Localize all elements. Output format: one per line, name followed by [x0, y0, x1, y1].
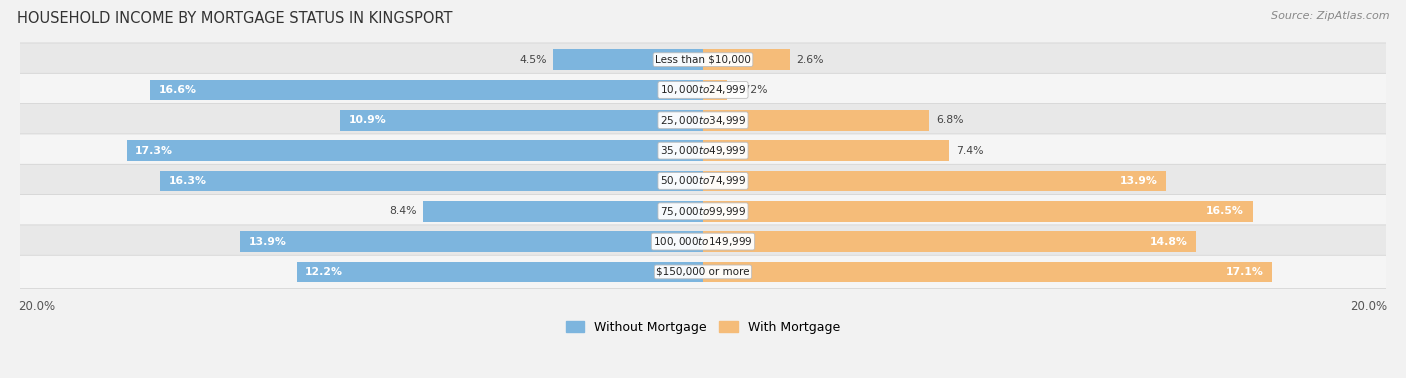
Bar	[703, 231, 1197, 252]
Legend: Without Mortgage, With Mortgage: Without Mortgage, With Mortgage	[561, 316, 845, 339]
FancyBboxPatch shape	[18, 43, 1388, 76]
FancyBboxPatch shape	[18, 255, 1388, 288]
Text: $150,000 or more: $150,000 or more	[657, 267, 749, 277]
FancyBboxPatch shape	[18, 195, 1388, 228]
Text: $35,000 to $49,999: $35,000 to $49,999	[659, 144, 747, 157]
Bar	[297, 262, 703, 282]
Text: 13.9%: 13.9%	[249, 237, 287, 246]
Text: 16.3%: 16.3%	[169, 176, 207, 186]
Text: 17.1%: 17.1%	[1226, 267, 1264, 277]
FancyBboxPatch shape	[18, 104, 1388, 137]
Text: 2.6%: 2.6%	[796, 55, 824, 65]
Text: $75,000 to $99,999: $75,000 to $99,999	[659, 205, 747, 218]
FancyBboxPatch shape	[18, 164, 1388, 198]
Bar	[127, 140, 703, 161]
Text: 16.6%: 16.6%	[159, 85, 197, 95]
Bar	[703, 50, 790, 70]
Text: 12.2%: 12.2%	[305, 267, 343, 277]
Bar	[240, 231, 703, 252]
Text: $25,000 to $34,999: $25,000 to $34,999	[659, 114, 747, 127]
Bar	[703, 140, 949, 161]
FancyBboxPatch shape	[18, 134, 1388, 167]
Text: 4.5%: 4.5%	[519, 55, 547, 65]
Bar	[160, 170, 703, 191]
Text: 17.3%: 17.3%	[135, 146, 173, 156]
Text: Less than $10,000: Less than $10,000	[655, 55, 751, 65]
Text: HOUSEHOLD INCOME BY MORTGAGE STATUS IN KINGSPORT: HOUSEHOLD INCOME BY MORTGAGE STATUS IN K…	[17, 11, 453, 26]
FancyBboxPatch shape	[18, 225, 1388, 258]
Text: 8.4%: 8.4%	[389, 206, 416, 216]
Bar	[703, 110, 929, 131]
Text: $100,000 to $149,999: $100,000 to $149,999	[654, 235, 752, 248]
Bar	[703, 262, 1272, 282]
Text: $10,000 to $24,999: $10,000 to $24,999	[659, 84, 747, 96]
Bar	[703, 80, 727, 100]
Bar	[553, 50, 703, 70]
Text: 6.8%: 6.8%	[936, 115, 963, 125]
Text: 0.72%: 0.72%	[734, 85, 768, 95]
Bar	[150, 80, 703, 100]
Text: 10.9%: 10.9%	[349, 115, 387, 125]
Text: $50,000 to $74,999: $50,000 to $74,999	[659, 174, 747, 187]
Text: Source: ZipAtlas.com: Source: ZipAtlas.com	[1271, 11, 1389, 21]
Text: 14.8%: 14.8%	[1150, 237, 1188, 246]
FancyBboxPatch shape	[18, 73, 1388, 107]
Bar	[703, 201, 1253, 222]
Text: 16.5%: 16.5%	[1206, 206, 1244, 216]
Bar	[340, 110, 703, 131]
Bar	[423, 201, 703, 222]
Text: 13.9%: 13.9%	[1119, 176, 1157, 186]
Text: 7.4%: 7.4%	[956, 146, 984, 156]
Bar	[703, 170, 1166, 191]
